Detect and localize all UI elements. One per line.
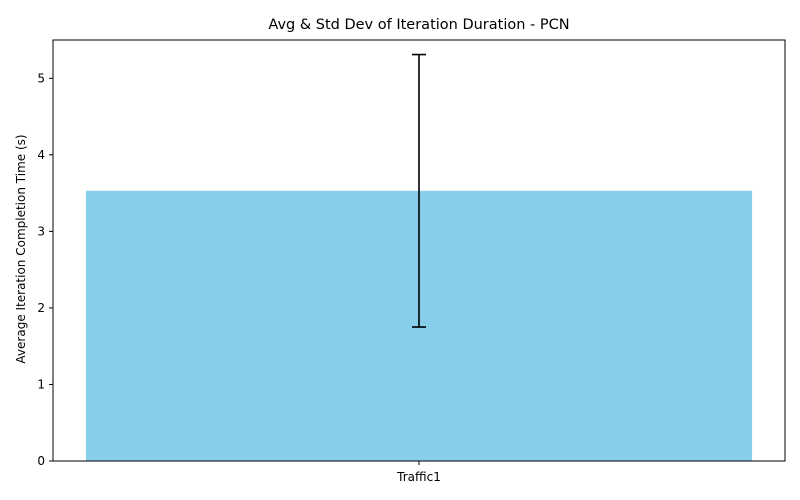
y-tick-label: 0: [37, 454, 45, 468]
y-tick-label: 4: [37, 148, 45, 162]
x-tick-label: Traffic1: [396, 470, 441, 484]
y-tick-label: 2: [37, 301, 45, 315]
plot-frame: [52, 39, 786, 462]
y-tick-label: 1: [37, 377, 45, 391]
y-tick-label: 3: [37, 224, 45, 238]
plot-area: Traffic1 0 1 2 3 4 5: [37, 39, 786, 484]
y-axis-label: Average Iteration Completion Time (s): [14, 134, 28, 363]
chart-title: Avg & Std Dev of Iteration Duration - PC…: [268, 17, 569, 33]
y-tick-label: 5: [37, 71, 45, 85]
